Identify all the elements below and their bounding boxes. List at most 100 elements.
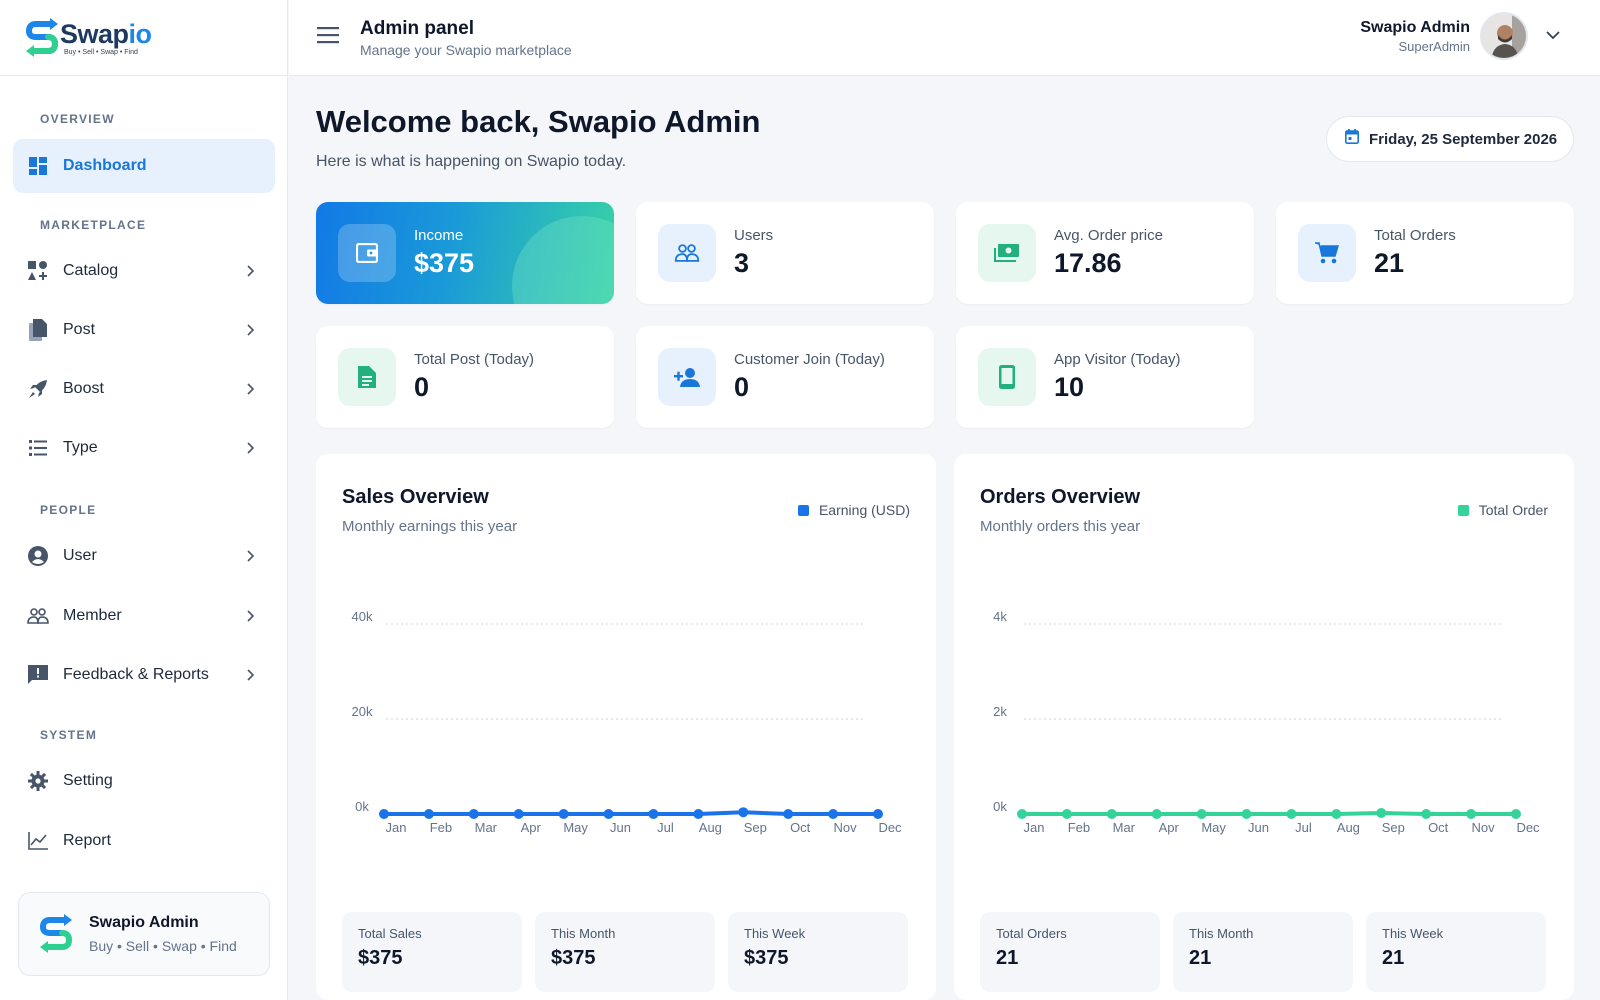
sidebar-item-catalog[interactable]: Catalog (13, 244, 275, 298)
chart-subtitle: Monthly orders this year (980, 518, 1141, 535)
stat-card-total-post[interactable]: Total Post (Today) 0 (316, 326, 614, 428)
summary-total-sales: Total Sales $375 (342, 912, 522, 992)
calendar-icon (1345, 129, 1359, 149)
summary-value: 21 (1382, 947, 1405, 969)
x-tick-label: Sep (744, 820, 767, 835)
data-point (783, 809, 794, 819)
series-line (384, 810, 878, 816)
sidebar-item-feedback[interactable]: Feedback & Reports (13, 648, 275, 702)
stat-label: Total Orders (1374, 227, 1456, 244)
sidebar-item-label: User (63, 547, 97, 564)
x-tick-label: Jul (657, 820, 674, 835)
avatar[interactable] (1480, 12, 1528, 60)
dashboard-icon (27, 155, 49, 177)
data-point (1061, 809, 1072, 819)
sidebar-item-label: Boost (63, 380, 104, 397)
sidebar-item-report[interactable]: Report (13, 814, 275, 868)
sidebar-item-boost[interactable]: Boost (13, 362, 275, 416)
user-role: SuperAdmin (1398, 38, 1470, 54)
sidebar-item-user[interactable]: User (13, 529, 275, 583)
chevron-right-icon (241, 383, 261, 395)
x-tick-label: Feb (430, 820, 452, 835)
welcome-subtitle: Here is what is happening on Swapio toda… (316, 153, 627, 170)
x-tick-label: Jan (1024, 820, 1045, 835)
summary-value: $375 (551, 947, 596, 969)
y-tick-label: 20k (352, 704, 373, 719)
summary-value: 21 (1189, 947, 1212, 969)
summary-this-week: This Week 21 (1366, 912, 1546, 992)
chart-title: Orders Overview (980, 486, 1141, 508)
stat-label: App Visitor (Today) (1054, 351, 1181, 368)
sidebar-item-dashboard[interactable]: Dashboard (13, 139, 275, 193)
stat-card-customer-join[interactable]: Customer Join (Today) 0 (636, 326, 934, 428)
summary-value: $375 (358, 947, 403, 969)
data-point (1466, 809, 1477, 819)
sidebar-item-label: Type (63, 439, 98, 456)
person-add-icon (658, 348, 716, 406)
x-tick-label: Sep (1382, 820, 1405, 835)
users-icon (658, 224, 716, 282)
user-menu[interactable]: Swapio Admin SuperAdmin (1360, 12, 1566, 60)
current-date: Friday, 25 September 2026 (1369, 130, 1558, 148)
x-tick-label: Oct (1428, 820, 1449, 835)
data-point (468, 809, 479, 819)
welcome-heading: Welcome back, Swapio Admin (316, 104, 761, 139)
x-tick-label: Nov (834, 820, 858, 835)
stat-value: $375 (414, 248, 475, 278)
stat-label: Users (734, 227, 774, 244)
data-point (513, 809, 524, 819)
data-point (648, 809, 659, 819)
user-name: Swapio Admin (1360, 18, 1470, 36)
stat-label: Avg. Order price (1054, 227, 1163, 244)
section-people: PEOPLE (40, 503, 97, 517)
sidebar-item-member[interactable]: Member (13, 589, 275, 643)
y-tick-label: 4k (993, 609, 1007, 624)
x-tick-label: Jun (1248, 820, 1269, 835)
rocket-icon (27, 378, 49, 400)
data-point (1017, 809, 1027, 819)
stat-card-users[interactable]: Users 3 (636, 202, 934, 304)
chevron-down-icon[interactable] (1546, 27, 1566, 45)
profile-tagline: Buy • Sell • Swap • Find (89, 938, 237, 954)
date-pill[interactable]: Friday, 25 September 2026 (1326, 116, 1574, 162)
x-tick-label: Dec (878, 820, 902, 835)
summary-total-orders: Total Orders 21 (980, 912, 1160, 992)
section-system: SYSTEM (40, 728, 98, 742)
x-tick-label: Aug (699, 820, 722, 835)
cart-icon (1298, 224, 1356, 282)
legend-swatch (1457, 504, 1469, 516)
hamburger-menu-icon[interactable] (317, 26, 341, 50)
sidebar-item-type[interactable]: Type (13, 421, 275, 475)
chevron-right-icon (241, 669, 261, 681)
chevron-right-icon (241, 442, 261, 454)
stat-card-income[interactable]: Income $375 (316, 202, 614, 304)
stat-card-avg-order[interactable]: Avg. Order price 17.86 (956, 202, 1254, 304)
x-tick-label: May (1201, 820, 1226, 835)
summary-this-month: This Month $375 (535, 912, 715, 992)
sidebar-profile-card[interactable]: Swapio Admin Buy • Sell • Swap • Find (18, 892, 270, 976)
legend-label: Earning (USD) (818, 502, 910, 518)
stat-card-total-orders[interactable]: Total Orders 21 (1276, 202, 1574, 304)
data-point (379, 809, 389, 819)
sidebar-item-label: Setting (63, 772, 113, 789)
data-point (603, 809, 614, 819)
sidebar-item-label: Post (63, 321, 96, 338)
x-tick-label: Jan (386, 820, 407, 835)
sidebar-item-label: Feedback & Reports (63, 666, 209, 683)
sidebar-item-label: Report (63, 832, 112, 849)
cash-icon (978, 224, 1036, 282)
stat-value: 21 (1374, 248, 1405, 278)
x-tick-label: Mar (1113, 820, 1136, 835)
stat-card-app-visitor[interactable]: App Visitor (Today) 10 (956, 326, 1254, 428)
data-point (1286, 809, 1297, 819)
gear-icon (27, 770, 49, 792)
legend-label: Total Order (1478, 502, 1548, 518)
brand-logo[interactable]: Swapio Buy • Sell • Swap • Find (0, 0, 287, 76)
sidebar-item-setting[interactable]: Setting (13, 754, 275, 808)
sidebar-item-post[interactable]: Post (13, 303, 275, 357)
data-point (1331, 809, 1342, 819)
swapio-logo-icon (26, 17, 58, 57)
stat-label: Income (414, 227, 464, 244)
x-tick-label: May (563, 820, 588, 835)
data-point (558, 809, 569, 819)
